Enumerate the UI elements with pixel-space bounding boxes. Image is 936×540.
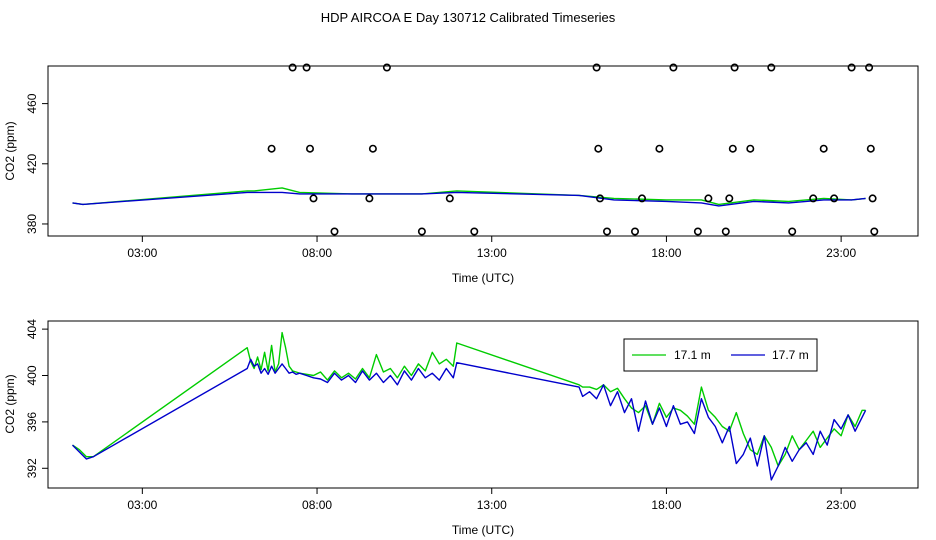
plot-frame — [47, 65, 919, 237]
x-axis: 03:00 08:00 13:00 18:00 23:00 — [127, 488, 856, 512]
legend-label: 17.7 m — [772, 348, 809, 362]
x-tick-label: 18:00 — [651, 498, 681, 512]
y-tick-label: 392 — [25, 458, 39, 478]
calibration-point — [305, 144, 314, 153]
x-tick-label: 23:00 — [826, 498, 856, 512]
y-axis: 392 396 400 404 — [25, 319, 48, 478]
y-axis-label: CO2 (ppm) — [3, 121, 17, 180]
calibration-point — [594, 144, 603, 153]
x-tick-label: 23:00 — [826, 246, 856, 260]
calibration-point — [330, 227, 339, 236]
ambient-co2-panel: 03:00 08:00 13:00 18:00 23:00 392 396 400 404 T… — [3, 319, 919, 537]
calibration-point — [866, 144, 875, 153]
series-line — [72, 358, 867, 481]
chart-title: HDP AIRCOA E Day 130712 Calibrated Times… — [321, 10, 616, 25]
y-tick-label: 404 — [25, 319, 39, 339]
calibration-point — [595, 194, 604, 203]
calibration-point — [788, 227, 797, 236]
calibration-point — [602, 227, 611, 236]
calibration-point — [870, 227, 879, 236]
series-line — [72, 331, 866, 467]
x-tick-label: 08:00 — [302, 498, 332, 512]
calibration-point — [655, 144, 664, 153]
y-axis-label: CO2 (ppm) — [3, 374, 17, 433]
calibration-point — [382, 63, 391, 72]
calibration-point — [470, 227, 479, 236]
calibration-point — [830, 194, 839, 203]
y-tick-label: 380 — [25, 214, 39, 234]
x-axis-label: Time (UTC) — [452, 523, 514, 537]
calibration-point — [288, 63, 297, 72]
calibration-point — [669, 63, 678, 72]
x-tick-label: 18:00 — [651, 246, 681, 260]
plot-frame — [47, 320, 919, 489]
x-tick-label: 13:00 — [477, 498, 507, 512]
calibration-point — [728, 144, 737, 153]
y-tick-label: 460 — [25, 93, 39, 113]
calibration-point — [417, 227, 426, 236]
calibration-point — [767, 63, 776, 72]
calibration-point — [302, 63, 311, 72]
calibration-point — [847, 63, 856, 72]
y-tick-label: 396 — [25, 412, 39, 432]
x-tick-label: 08:00 — [302, 246, 332, 260]
calibration-point — [630, 227, 639, 236]
x-tick-label: 03:00 — [127, 246, 157, 260]
series-group — [72, 63, 879, 236]
calibration-point — [721, 227, 730, 236]
calibration-point — [725, 194, 734, 203]
calibration-point — [704, 194, 713, 203]
calibration-point — [730, 63, 739, 72]
calibration-point — [365, 194, 374, 203]
x-axis: 03:00 08:00 13:00 18:00 23:00 — [127, 236, 856, 260]
series-group — [72, 331, 867, 481]
legend-label: 17.1 m — [674, 348, 711, 362]
calibration-point — [865, 63, 874, 72]
calibration-point — [368, 144, 377, 153]
calibration-point — [309, 194, 318, 203]
y-axis: 380 420 460 — [25, 93, 48, 234]
series-line — [72, 191, 866, 207]
calibration-point — [746, 144, 755, 153]
calibration-point — [445, 194, 454, 203]
x-tick-label: 13:00 — [477, 246, 507, 260]
calibration-point — [809, 194, 818, 203]
calibration-point — [693, 227, 702, 236]
calibration-point — [267, 144, 276, 153]
calibrated-timeseries-panel: 03:00 08:00 13:00 18:00 23:00 380 420 460 Time… — [3, 63, 919, 285]
calibration-point — [592, 63, 601, 72]
calibration-point — [819, 144, 828, 153]
x-tick-label: 03:00 — [127, 498, 157, 512]
legend: 17.1 m 17.7 m — [623, 338, 818, 372]
calibration-point — [868, 194, 877, 203]
y-tick-label: 400 — [25, 365, 39, 385]
x-axis-label: Time (UTC) — [452, 271, 514, 285]
calibration-point — [637, 194, 646, 203]
y-tick-label: 420 — [25, 153, 39, 173]
